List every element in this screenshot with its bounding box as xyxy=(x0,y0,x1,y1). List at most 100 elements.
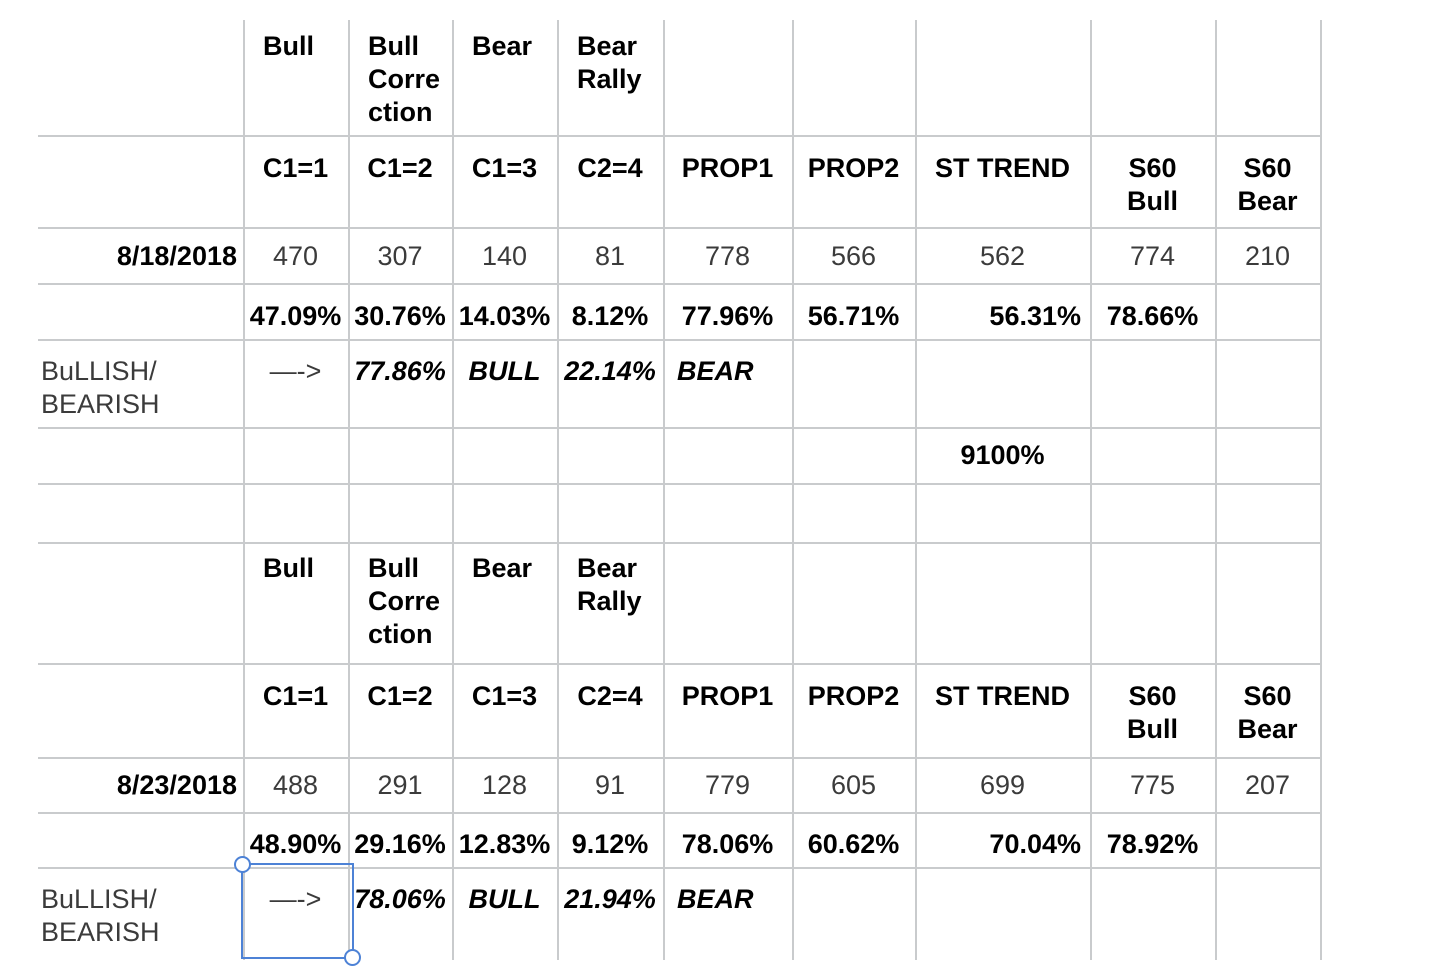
cell-col-header-s60-bull[interactable]: S60 Bull xyxy=(1127,681,1178,744)
cell-percent[interactable]: 78.92% xyxy=(1106,829,1199,859)
gridline xyxy=(38,483,1320,485)
cell-group-header-bull[interactable]: Bull xyxy=(263,31,314,61)
gridline xyxy=(38,663,1320,665)
cell-percent[interactable]: 77.96% xyxy=(681,301,774,331)
cell-signal-bear-word[interactable]: BEAR xyxy=(677,356,754,386)
cell-signal-bull-pct[interactable]: 77.86% xyxy=(354,356,446,386)
cell-percent[interactable]: 30.76% xyxy=(354,301,446,331)
cell-col-header-c2[interactable]: C1=2 xyxy=(367,153,433,183)
cell-count[interactable]: 566 xyxy=(830,241,877,271)
gridline xyxy=(1320,20,1322,960)
cell-count[interactable]: 778 xyxy=(704,241,751,271)
selection-handle-bottom-right[interactable] xyxy=(344,949,361,966)
gridline xyxy=(38,227,1320,229)
gridline xyxy=(348,20,350,960)
cell-percent[interactable]: 29.16% xyxy=(354,829,446,859)
cell-count[interactable]: 210 xyxy=(1244,241,1291,271)
gridline xyxy=(1215,20,1217,960)
cell-signal-arrow-selected[interactable]: —-> xyxy=(269,884,322,914)
gridline xyxy=(38,427,1320,429)
gridline xyxy=(243,20,245,960)
gridline xyxy=(452,20,454,960)
gridline xyxy=(792,20,794,960)
gridline xyxy=(38,757,1320,759)
selection-handle-top-left[interactable] xyxy=(234,856,251,873)
cell-col-header-st-trend[interactable]: ST TREND xyxy=(935,153,1070,183)
gridline xyxy=(38,542,1320,544)
cell-col-header-st-trend[interactable]: ST TREND xyxy=(935,681,1070,711)
cell-count[interactable]: 775 xyxy=(1129,770,1176,800)
cell-signal-bear-word[interactable]: BEAR xyxy=(677,884,754,914)
cell-count[interactable]: 470 xyxy=(272,241,319,271)
cell-bullish-bearish-label[interactable]: BuLLISH/ BEARISH xyxy=(41,356,160,419)
cell-col-header-s60-bear[interactable]: S60 Bear xyxy=(1237,681,1298,744)
cell-st-trend-extra[interactable]: 9100% xyxy=(960,440,1045,470)
cell-group-header-bull[interactable]: Bull xyxy=(263,553,314,583)
cell-bullish-bearish-label[interactable]: BuLLISH/ BEARISH xyxy=(41,884,160,947)
gridline xyxy=(38,283,1320,285)
cell-count[interactable]: 562 xyxy=(979,241,1026,271)
gridline xyxy=(663,20,665,960)
cell-col-header-prop2[interactable]: PROP2 xyxy=(807,153,900,183)
cell-count[interactable]: 140 xyxy=(481,241,528,271)
cell-percent[interactable]: 48.90% xyxy=(249,829,342,859)
cell-col-header-c4[interactable]: C2=4 xyxy=(577,153,643,183)
cell-signal-bull-word[interactable]: BULL xyxy=(468,356,541,386)
cell-col-header-c1[interactable]: C1=1 xyxy=(262,153,329,183)
cell-count[interactable]: 128 xyxy=(481,770,528,800)
cell-percent[interactable]: 60.62% xyxy=(807,829,900,859)
cell-col-header-prop1[interactable]: PROP1 xyxy=(681,681,774,711)
cell-percent[interactable]: 56.71% xyxy=(807,301,900,331)
cell-count[interactable]: 774 xyxy=(1129,241,1176,271)
cell-signal-bull-pct[interactable]: 78.06% xyxy=(354,884,446,914)
cell-date-label[interactable]: 8/18/2018 xyxy=(116,241,237,271)
gridline xyxy=(1090,20,1092,960)
cell-percent[interactable]: 47.09% xyxy=(249,301,342,331)
cell-count[interactable]: 699 xyxy=(979,770,1026,800)
cell-signal-arrow[interactable]: —-> xyxy=(269,356,322,386)
cell-percent[interactable]: 8.12% xyxy=(571,301,649,331)
cell-group-header-bear-rally[interactable]: Bear Rally xyxy=(577,31,642,94)
cell-group-header-bear-rally[interactable]: Bear Rally xyxy=(577,553,642,616)
cell-percent-st-trend[interactable]: 70.04% xyxy=(989,829,1081,859)
gridline xyxy=(38,867,1320,869)
cell-percent[interactable]: 12.83% xyxy=(458,829,551,859)
cell-percent[interactable]: 78.06% xyxy=(681,829,774,859)
cell-selection[interactable] xyxy=(234,856,361,966)
cell-percent[interactable]: 9.12% xyxy=(571,829,649,859)
gridline xyxy=(557,20,559,960)
gridline xyxy=(38,339,1320,341)
cell-col-header-c2[interactable]: C1=2 xyxy=(367,681,433,711)
cell-date-label[interactable]: 8/23/2018 xyxy=(116,770,237,800)
cell-col-header-c1[interactable]: C1=1 xyxy=(262,681,329,711)
gridline xyxy=(38,812,1320,814)
cell-percent[interactable]: 78.66% xyxy=(1106,301,1199,331)
cell-count[interactable]: 307 xyxy=(377,241,423,271)
cell-col-header-c3[interactable]: C1=3 xyxy=(471,681,538,711)
cell-count[interactable]: 91 xyxy=(594,770,626,800)
cell-group-header-bear[interactable]: Bear xyxy=(472,31,533,61)
cell-percent[interactable]: 14.03% xyxy=(458,301,551,331)
cell-count[interactable]: 207 xyxy=(1244,770,1291,800)
cell-col-header-prop2[interactable]: PROP2 xyxy=(807,681,900,711)
cell-group-header-bull-correction[interactable]: Bull Corre ction xyxy=(368,553,441,649)
cell-col-header-c3[interactable]: C1=3 xyxy=(471,153,538,183)
gridline xyxy=(38,135,1320,137)
cell-signal-bear-pct[interactable]: 21.94% xyxy=(564,884,656,914)
cell-signal-bull-word[interactable]: BULL xyxy=(468,884,541,914)
cell-count[interactable]: 291 xyxy=(377,770,423,800)
cell-count[interactable]: 605 xyxy=(830,770,877,800)
cell-col-header-c4[interactable]: C2=4 xyxy=(577,681,643,711)
cell-count[interactable]: 488 xyxy=(272,770,319,800)
cell-col-header-s60-bull[interactable]: S60 Bull xyxy=(1127,153,1178,216)
cell-count[interactable]: 779 xyxy=(704,770,751,800)
cell-col-header-s60-bear[interactable]: S60 Bear xyxy=(1237,153,1298,216)
cell-count[interactable]: 81 xyxy=(594,241,626,271)
cell-group-header-bear[interactable]: Bear xyxy=(472,553,533,583)
cell-col-header-prop1[interactable]: PROP1 xyxy=(681,153,774,183)
gridline xyxy=(915,20,917,960)
cell-percent-st-trend[interactable]: 56.31% xyxy=(989,301,1081,331)
cell-group-header-bull-correction[interactable]: Bull Corre ction xyxy=(368,31,441,127)
cell-signal-bear-pct[interactable]: 22.14% xyxy=(564,356,656,386)
